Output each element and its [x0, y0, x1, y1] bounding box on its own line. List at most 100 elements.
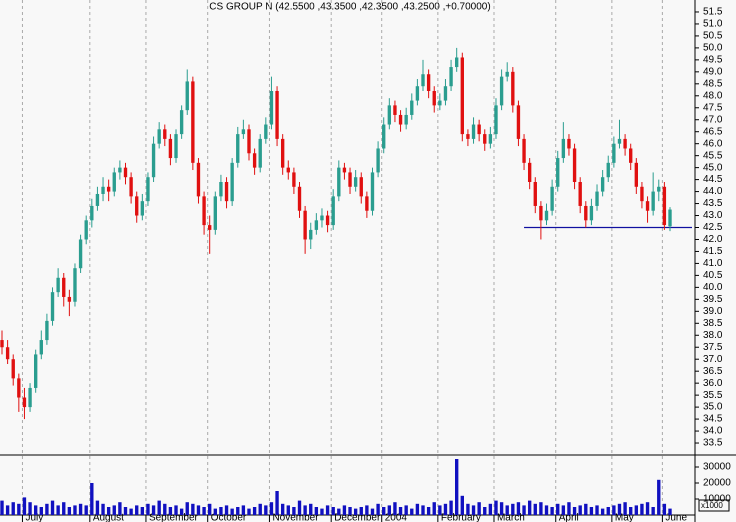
- candle-body: [460, 57, 464, 135]
- candle-body: [174, 134, 178, 159]
- volume-bar: [230, 508, 234, 515]
- candle-body: [252, 153, 257, 168]
- y-tick-label: 49.5: [703, 55, 723, 66]
- volume-bar: [359, 507, 363, 515]
- x-tick-label: September: [149, 513, 199, 522]
- candle-body: [522, 138, 526, 163]
- volume-bar: [499, 502, 504, 515]
- volume-bar: [196, 505, 201, 515]
- candle-body: [112, 172, 116, 192]
- x-tick-label: May: [615, 513, 634, 522]
- y-tick-label: 43.0: [703, 210, 723, 221]
- candle-body: [179, 110, 184, 135]
- candle-body: [62, 277, 66, 297]
- candle-body: [516, 105, 521, 139]
- volume-bar: [45, 503, 49, 515]
- candle-body: [247, 129, 251, 154]
- volume-bar: [426, 507, 431, 515]
- candle-body: [556, 158, 560, 187]
- candle-body: [314, 220, 319, 230]
- candle-body: [561, 138, 566, 159]
- y-tick-label: 46.5: [703, 126, 723, 137]
- volume-tick-label: 10000: [703, 494, 731, 505]
- volume-bar: [297, 500, 302, 515]
- candle-body: [499, 76, 504, 106]
- unit-box: [698, 499, 730, 512]
- candle-body: [106, 186, 111, 192]
- volume-bar: [309, 503, 313, 515]
- volume-bar: [331, 507, 335, 515]
- y-tick-label: 46.0: [703, 138, 723, 149]
- volume-bar: [511, 503, 515, 515]
- volume-bar: [95, 500, 100, 515]
- volume-bar: [662, 503, 667, 515]
- candle-body: [353, 177, 358, 187]
- candle-body: [146, 177, 150, 202]
- x-tick-label: July: [25, 513, 43, 522]
- volume-bar: [269, 502, 274, 515]
- candle-body: [292, 172, 296, 187]
- candle-body: [365, 196, 369, 211]
- volume-bar: [135, 505, 139, 515]
- candle-body: [202, 196, 206, 226]
- volume-bar: [483, 507, 487, 515]
- volume-bar: [258, 503, 262, 515]
- candle-body: [494, 105, 498, 135]
- volume-bar: [50, 500, 55, 515]
- candle-body: [101, 186, 105, 194]
- y-tick-label: 49.0: [703, 66, 723, 77]
- volume-bar: [151, 505, 156, 515]
- y-tick-label: 45.5: [703, 150, 723, 161]
- candle-body: [230, 162, 234, 202]
- volume-bar: [617, 503, 622, 515]
- volume-bar: [387, 505, 392, 515]
- volume-bar: [320, 508, 324, 515]
- candle-body: [629, 148, 633, 163]
- candle-body: [224, 182, 229, 202]
- y-tick-label: 37.5: [703, 342, 723, 353]
- volume-bar: [640, 503, 644, 515]
- volume-bar: [236, 507, 240, 515]
- candle-body: [191, 81, 195, 163]
- candle-body: [612, 143, 616, 163]
- candle-body: [438, 100, 442, 106]
- volume-bar: [62, 502, 66, 515]
- volume-bar: [522, 505, 526, 515]
- candle-body: [73, 268, 77, 302]
- volume-bar: [393, 502, 397, 515]
- candle-body: [567, 138, 571, 149]
- volume-bar: [106, 507, 111, 515]
- volume-bar: [118, 502, 122, 515]
- volume-bar: [17, 503, 21, 515]
- y-tick-label: 48.0: [703, 90, 723, 101]
- candle-body: [0, 340, 4, 348]
- y-tick-label: 34.5: [703, 414, 723, 425]
- candle-body: [668, 209, 672, 227]
- volume-bar: [202, 507, 206, 515]
- volume-bar: [33, 505, 38, 515]
- y-tick-label: 48.5: [703, 78, 723, 89]
- candle-body: [623, 138, 627, 149]
- candle-body: [376, 148, 380, 173]
- y-tick-label: 42.0: [703, 234, 723, 245]
- volume-bar: [337, 508, 341, 515]
- candle-body: [269, 91, 274, 125]
- candle-body: [455, 57, 459, 68]
- y-tick-label: 36.0: [703, 378, 723, 389]
- y-tick-label: 38.5: [703, 318, 723, 329]
- volume-bar: [589, 507, 594, 515]
- volume-bar: [606, 507, 610, 515]
- volume-bar: [56, 505, 60, 515]
- x-tick-label: 2004: [385, 513, 408, 522]
- volume-bar: [11, 502, 15, 515]
- candle-body: [527, 162, 532, 182]
- candle-body: [342, 167, 347, 173]
- candle-body: [645, 201, 650, 211]
- candle-body: [213, 196, 217, 230]
- volume-bar: [90, 483, 94, 515]
- x-tick-label: August: [93, 513, 124, 522]
- x-tick-label: December: [334, 513, 381, 522]
- volume-bar: [657, 479, 661, 515]
- volume-bar: [292, 507, 296, 515]
- candle-body: [477, 124, 481, 135]
